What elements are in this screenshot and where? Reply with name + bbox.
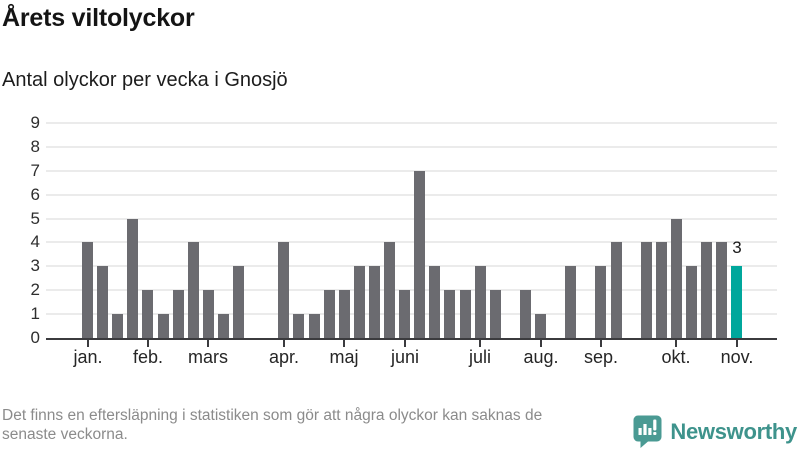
bar-week-39 — [656, 242, 667, 338]
x-axis-label-okt: okt. — [661, 347, 691, 367]
newsworthy-logo-icon — [633, 415, 662, 448]
bar-week-10 — [218, 314, 229, 338]
bar-week-36 — [611, 242, 622, 338]
y-axis-label-4: 4 — [30, 232, 40, 252]
bar-week-23 — [414, 170, 425, 338]
x-tick-feb — [147, 340, 149, 347]
x-axis-label-maj: maj — [329, 347, 359, 367]
bar-week-6 — [158, 314, 169, 338]
bar-week-35 — [595, 266, 606, 338]
x-axis-line — [46, 338, 777, 340]
bar-week-17 — [324, 290, 335, 338]
x-axis-label-juli: juli — [468, 347, 491, 367]
bar-week-21 — [384, 242, 395, 338]
gridline-y5 — [46, 217, 777, 220]
y-axis-label-6: 6 — [30, 184, 40, 204]
bar-week-44-highlight — [731, 266, 742, 338]
x-axis-label-apr: apr. — [268, 347, 300, 367]
bar-week-28 — [490, 290, 501, 338]
bar-week-31 — [535, 314, 546, 338]
bar-week-19 — [354, 266, 365, 338]
bar-week-16 — [309, 314, 320, 338]
bar-week-7 — [173, 290, 184, 338]
gridline-y6 — [46, 193, 777, 196]
y-axis-label-2: 2 — [30, 280, 40, 300]
page-title: Årets viltolyckor — [2, 4, 195, 32]
x-axis-label-juni: juni — [390, 347, 420, 367]
x-axis-label-sep: sep. — [583, 347, 619, 367]
y-axis-label-3: 3 — [30, 256, 40, 276]
y-axis-label-9: 9 — [30, 112, 40, 132]
x-axis-label-aug: aug. — [523, 347, 559, 367]
y-axis-label-7: 7 — [30, 160, 40, 180]
bar-week-15 — [293, 314, 304, 338]
bar-week-5 — [142, 290, 153, 338]
bar-week-26 — [460, 290, 471, 338]
bar-week-42 — [701, 242, 712, 338]
x-tick-juni — [404, 340, 406, 347]
bar-week-18 — [339, 290, 350, 338]
gridline-y8 — [46, 145, 777, 148]
bar-week-40 — [671, 218, 682, 338]
x-axis-label-feb: feb. — [132, 347, 164, 367]
bar-week-41 — [686, 266, 697, 338]
gridline-y7 — [46, 169, 777, 172]
gridline-y1 — [46, 313, 777, 316]
bar-week-38 — [641, 242, 652, 338]
chart-subtitle: Antal olyckor per vecka i Gnosjö — [2, 69, 288, 91]
bar-week-22 — [399, 290, 410, 338]
x-tick-maj — [343, 340, 345, 347]
x-axis-label-nov: nov. — [720, 347, 754, 367]
y-axis-label-0: 0 — [30, 328, 40, 347]
bar-week-20 — [369, 266, 380, 338]
bar-week-30 — [520, 290, 531, 338]
newsworthy-logo[interactable]: Newsworthy — [633, 415, 797, 448]
x-tick-jan — [87, 340, 89, 347]
gridline-y4 — [46, 241, 777, 244]
x-tick-sep — [600, 340, 602, 347]
bar-week-25 — [444, 290, 455, 338]
bar-week-2 — [97, 266, 108, 338]
bar-week-33 — [565, 266, 576, 338]
bar-week-8 — [188, 242, 199, 338]
x-tick-aug — [540, 340, 542, 347]
gridline-y3 — [46, 265, 777, 268]
bar-week-4 — [127, 218, 138, 338]
gridline-y9 — [46, 121, 777, 124]
bar-week-9 — [203, 290, 214, 338]
bar-week-24 — [429, 266, 440, 338]
footer-note: Det finns en eftersläpning i statistiken… — [2, 407, 543, 443]
bar-week-11 — [233, 266, 244, 338]
x-tick-juli — [479, 340, 481, 347]
y-axis-label-5: 5 — [30, 208, 40, 228]
gridline-y2 — [46, 289, 777, 292]
x-tick-nov — [736, 340, 738, 347]
x-tick-okt — [675, 340, 677, 347]
bar-week-43 — [716, 242, 727, 338]
x-axis-label-jan: jan. — [73, 347, 103, 367]
newsworthy-logo-text: Newsworthy — [670, 418, 797, 444]
x-axis-label-mars: mars — [188, 347, 228, 367]
x-tick-mars — [207, 340, 209, 347]
bar-week-14 — [278, 242, 289, 338]
x-tick-apr — [283, 340, 285, 347]
bar-week-1 — [82, 242, 93, 338]
bar-week-3 — [112, 314, 123, 338]
last-value-label: 3 — [732, 238, 742, 257]
y-axis-label-8: 8 — [30, 136, 40, 156]
bar-week-27 — [475, 266, 486, 338]
y-axis-label-1: 1 — [30, 304, 40, 324]
